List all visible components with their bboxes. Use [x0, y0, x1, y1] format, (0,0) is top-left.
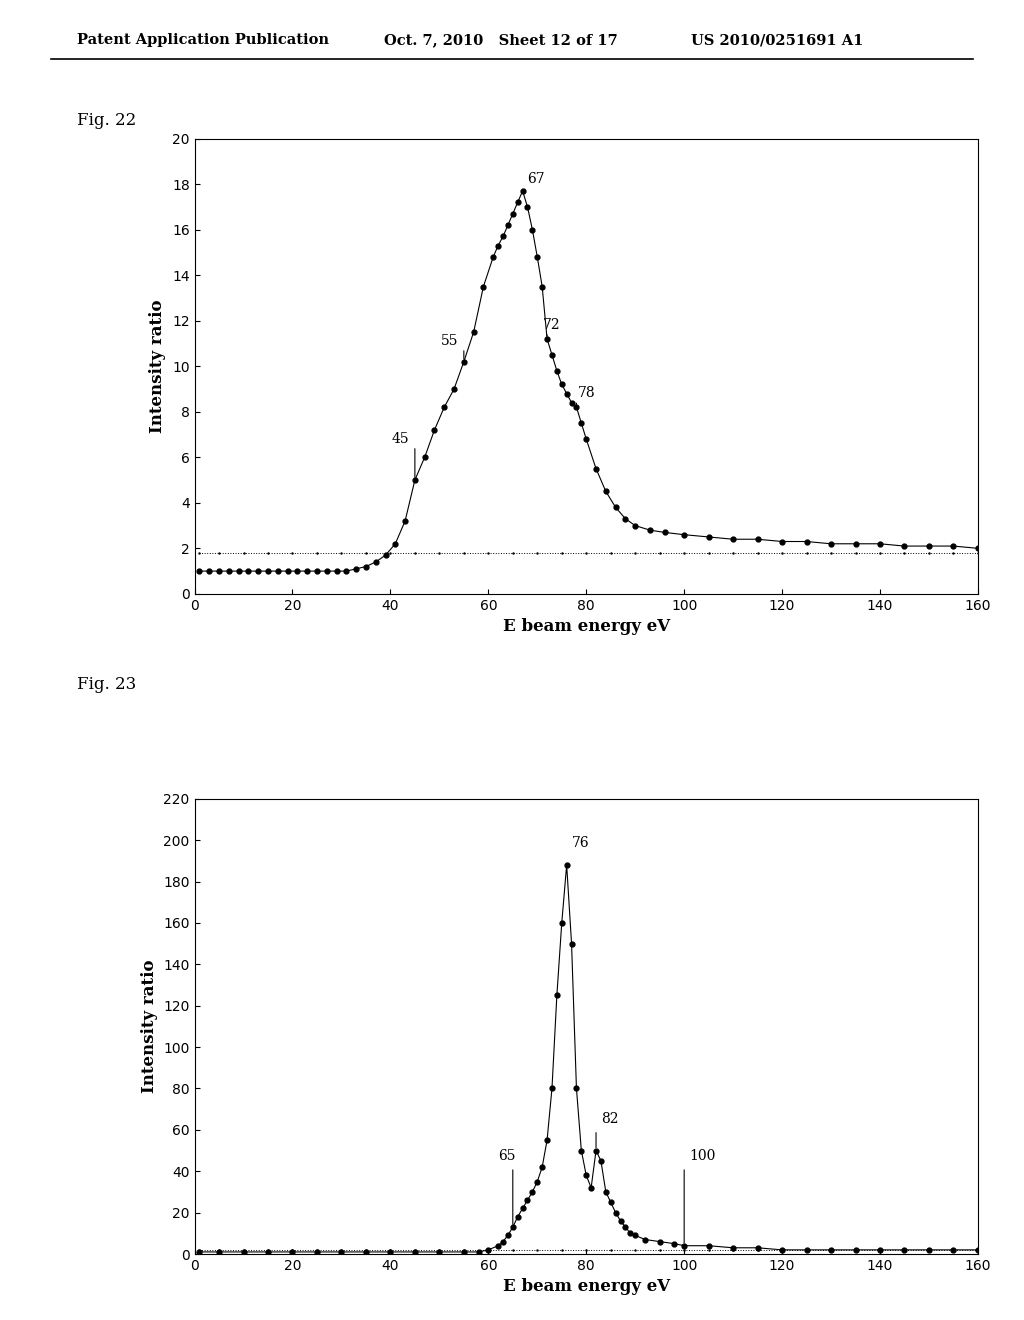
Text: 100: 100: [689, 1148, 716, 1163]
Text: Oct. 7, 2010   Sheet 12 of 17: Oct. 7, 2010 Sheet 12 of 17: [384, 33, 617, 48]
Text: 78: 78: [578, 387, 595, 400]
X-axis label: E beam energy eV: E beam energy eV: [503, 1278, 670, 1295]
Text: Fig. 23: Fig. 23: [77, 676, 136, 693]
Text: 82: 82: [601, 1111, 618, 1126]
Text: 55: 55: [440, 334, 458, 348]
Y-axis label: Intensity ratio: Intensity ratio: [140, 960, 158, 1093]
X-axis label: E beam energy eV: E beam energy eV: [503, 618, 670, 635]
Text: 65: 65: [498, 1148, 516, 1163]
Text: Patent Application Publication: Patent Application Publication: [77, 33, 329, 48]
Text: US 2010/0251691 A1: US 2010/0251691 A1: [691, 33, 863, 48]
Text: Fig. 22: Fig. 22: [77, 112, 136, 129]
Text: 45: 45: [391, 432, 409, 446]
Text: 76: 76: [571, 837, 589, 850]
Text: 72: 72: [543, 318, 561, 333]
Y-axis label: Intensity ratio: Intensity ratio: [150, 300, 166, 433]
Text: 67: 67: [527, 173, 545, 186]
